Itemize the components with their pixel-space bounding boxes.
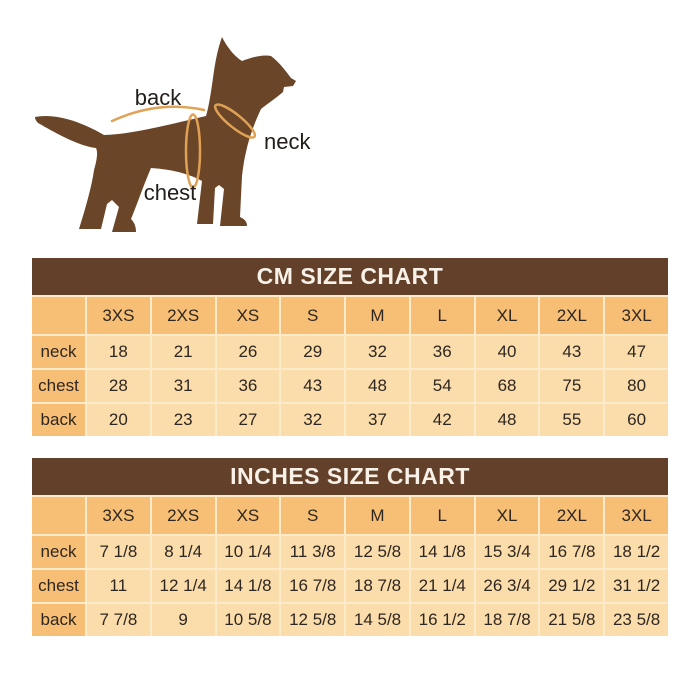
chest-label: chest bbox=[144, 180, 197, 205]
value-cell: 14 1/8 bbox=[216, 570, 280, 602]
value-cell: 80 bbox=[605, 370, 668, 402]
value-cell: 15 3/4 bbox=[475, 536, 539, 568]
value-cell: 12 5/8 bbox=[281, 604, 345, 636]
value-cell: 47 bbox=[605, 336, 668, 368]
size-header-cell: 2XS bbox=[151, 497, 215, 534]
value-cell: 31 1/2 bbox=[605, 570, 668, 602]
chest-measure-ellipse bbox=[184, 113, 202, 189]
value-cell: 36 bbox=[216, 370, 280, 402]
size-header-cell: 3XS bbox=[87, 497, 150, 534]
size-header-cell: 2XL bbox=[540, 497, 604, 534]
inches-chart-title: INCHES SIZE CHART bbox=[32, 458, 668, 495]
dog-measurement-diagram: back neck chest bbox=[35, 37, 311, 232]
value-cell: 28 bbox=[87, 370, 150, 402]
value-cell: 60 bbox=[605, 404, 668, 436]
value-cell: 68 bbox=[475, 370, 539, 402]
row-label-cell: neck bbox=[32, 336, 85, 368]
size-header-cell: L bbox=[410, 297, 474, 334]
size-header-cell: 3XL bbox=[605, 497, 668, 534]
value-cell: 18 7/8 bbox=[346, 570, 409, 602]
value-cell: 75 bbox=[540, 370, 604, 402]
value-cell: 21 1/4 bbox=[410, 570, 474, 602]
value-cell: 7 7/8 bbox=[87, 604, 150, 636]
value-cell: 32 bbox=[281, 404, 345, 436]
value-cell: 16 7/8 bbox=[281, 570, 345, 602]
value-cell: 18 1/2 bbox=[605, 536, 668, 568]
value-cell: 43 bbox=[540, 336, 604, 368]
value-cell: 29 bbox=[281, 336, 345, 368]
inches-size-chart: INCHES SIZE CHART 3XS 2XS XS S M L XL 2X… bbox=[32, 458, 668, 636]
value-cell: 23 bbox=[151, 404, 215, 436]
value-cell: 40 bbox=[475, 336, 539, 368]
back-label: back bbox=[135, 85, 182, 110]
row-label-cell: back bbox=[32, 404, 85, 436]
value-cell: 43 bbox=[281, 370, 345, 402]
neck-measure-ellipse bbox=[213, 103, 257, 139]
value-cell: 55 bbox=[540, 404, 604, 436]
neck-label: neck bbox=[264, 129, 311, 154]
size-header-cell: XL bbox=[475, 297, 539, 334]
value-cell: 29 1/2 bbox=[540, 570, 604, 602]
value-cell: 48 bbox=[346, 370, 409, 402]
value-cell: 36 bbox=[410, 336, 474, 368]
value-cell: 14 1/8 bbox=[410, 536, 474, 568]
value-cell: 18 7/8 bbox=[475, 604, 539, 636]
value-cell: 48 bbox=[475, 404, 539, 436]
row-label-cell: chest bbox=[32, 370, 85, 402]
value-cell: 42 bbox=[410, 404, 474, 436]
value-cell: 26 bbox=[216, 336, 280, 368]
size-header-cell: M bbox=[346, 297, 409, 334]
back-measure-line bbox=[110, 105, 206, 123]
corner-cell bbox=[32, 297, 85, 334]
corner-cell bbox=[32, 497, 85, 534]
value-cell: 21 bbox=[151, 336, 215, 368]
size-header-cell: XS bbox=[216, 297, 280, 334]
value-cell: 11 bbox=[87, 570, 150, 602]
value-cell: 8 1/4 bbox=[151, 536, 215, 568]
value-cell: 12 5/8 bbox=[346, 536, 409, 568]
cm-size-chart: CM SIZE CHART 3XS 2XS XS S M L XL 2XL 3X… bbox=[32, 258, 668, 436]
value-cell: 9 bbox=[151, 604, 215, 636]
value-cell: 10 5/8 bbox=[216, 604, 280, 636]
value-cell: 10 1/4 bbox=[216, 536, 280, 568]
dog-silhouette-icon bbox=[35, 37, 296, 232]
value-cell: 14 5/8 bbox=[346, 604, 409, 636]
value-cell: 16 1/2 bbox=[410, 604, 474, 636]
value-cell: 7 1/8 bbox=[87, 536, 150, 568]
size-header-cell: S bbox=[281, 297, 345, 334]
value-cell: 27 bbox=[216, 404, 280, 436]
value-cell: 18 bbox=[87, 336, 150, 368]
row-label-cell: neck bbox=[32, 536, 85, 568]
row-label-cell: back bbox=[32, 604, 85, 636]
value-cell: 32 bbox=[346, 336, 409, 368]
value-cell: 31 bbox=[151, 370, 215, 402]
size-header-cell: XL bbox=[475, 497, 539, 534]
size-header-cell: S bbox=[281, 497, 345, 534]
value-cell: 21 5/8 bbox=[540, 604, 604, 636]
inches-chart-grid: 3XS 2XS XS S M L XL 2XL 3XL neck 7 1/8 8… bbox=[32, 495, 668, 636]
size-header-cell: 2XL bbox=[540, 297, 604, 334]
size-header-cell: 2XS bbox=[151, 297, 215, 334]
value-cell: 37 bbox=[346, 404, 409, 436]
cm-chart-title: CM SIZE CHART bbox=[32, 258, 668, 295]
value-cell: 54 bbox=[410, 370, 474, 402]
value-cell: 23 5/8 bbox=[605, 604, 668, 636]
value-cell: 12 1/4 bbox=[151, 570, 215, 602]
size-header-cell: L bbox=[410, 497, 474, 534]
row-label-cell: chest bbox=[32, 570, 85, 602]
value-cell: 16 7/8 bbox=[540, 536, 604, 568]
cm-chart-grid: 3XS 2XS XS S M L XL 2XL 3XL neck 18 21 2… bbox=[32, 295, 668, 436]
size-header-cell: M bbox=[346, 497, 409, 534]
value-cell: 20 bbox=[87, 404, 150, 436]
size-header-cell: XS bbox=[216, 497, 280, 534]
value-cell: 26 3/4 bbox=[475, 570, 539, 602]
value-cell: 11 3/8 bbox=[281, 536, 345, 568]
size-header-cell: 3XL bbox=[605, 297, 668, 334]
size-header-cell: 3XS bbox=[87, 297, 150, 334]
